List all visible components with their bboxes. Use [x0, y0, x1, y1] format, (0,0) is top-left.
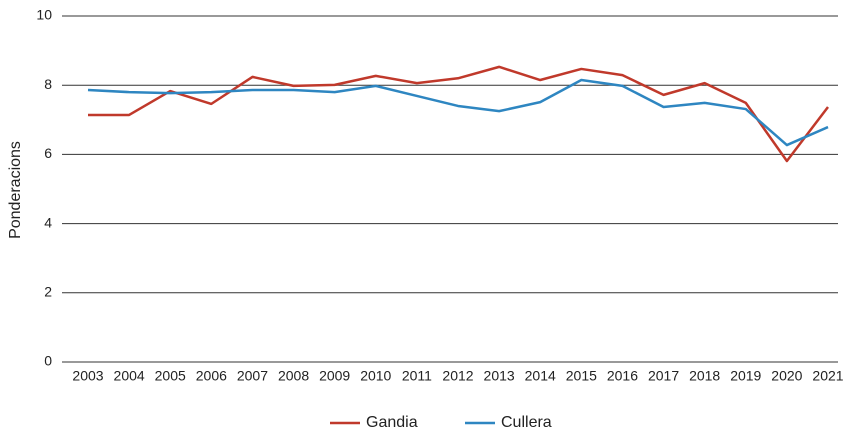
x-tick-label: 2019: [730, 368, 761, 384]
legend-label: Cullera: [501, 414, 552, 430]
x-tick-label: 2008: [278, 368, 309, 384]
x-tick-label: 2009: [319, 368, 350, 384]
x-tick-label: 2007: [237, 368, 268, 384]
x-tick-label: 2006: [196, 368, 227, 384]
series-line: [87, 78, 829, 147]
x-tick-label: 2005: [155, 368, 186, 384]
x-tick-label: 2014: [525, 368, 556, 384]
y-tick-label: 8: [44, 76, 52, 92]
x-tick-label: 2017: [648, 368, 679, 384]
x-tick-label: 2018: [689, 368, 720, 384]
x-tick-label: 2021: [812, 368, 843, 384]
legend-label: Gandia: [366, 414, 418, 430]
x-tick-label: 2004: [114, 368, 145, 384]
series-line: [88, 65, 829, 163]
x-tick-label: 2011: [402, 368, 432, 384]
x-tick-label: 2016: [607, 368, 638, 384]
y-tick-label: 10: [36, 7, 52, 23]
x-tick-label: 2020: [771, 368, 802, 384]
y-tick-label: 2: [44, 284, 52, 300]
y-tick-label: 6: [44, 145, 52, 161]
x-tick-label: 2003: [72, 368, 103, 384]
x-tick-label: 2015: [566, 368, 597, 384]
x-tick-label: 2013: [484, 368, 515, 384]
y-tick-label: 0: [44, 353, 52, 369]
x-tick-label: 2010: [360, 368, 391, 384]
x-tick-label: 2012: [442, 368, 473, 384]
y-tick-label: 4: [44, 214, 52, 230]
y-axis-label: Ponderacions: [7, 141, 24, 239]
